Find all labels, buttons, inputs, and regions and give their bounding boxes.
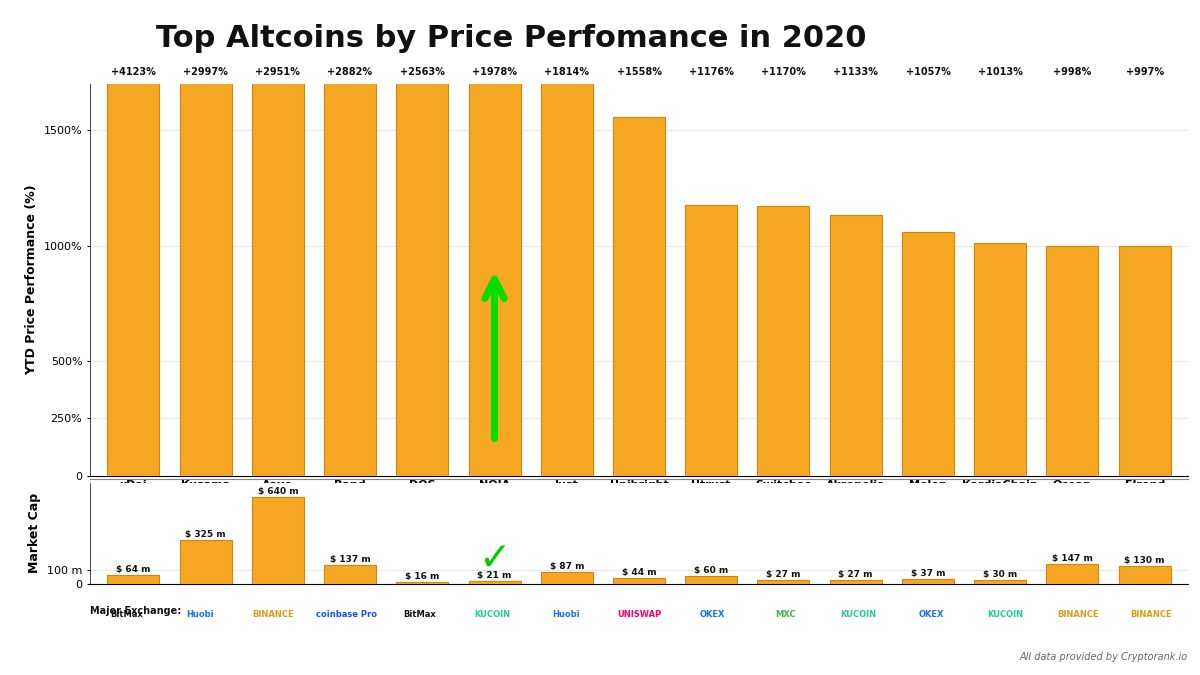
Bar [468,20,521,476]
Text: $ 30 m: $ 30 m [983,570,1018,578]
Bar [180,540,232,584]
Bar [902,579,954,584]
Text: $ 325 m: $ 325 m [185,530,226,539]
Text: BitMax: BitMax [110,610,143,619]
Bar [180,0,232,476]
Text: +4123%: +4123% [110,68,156,78]
Text: +1978%: +1978% [472,68,517,78]
Bar [468,581,521,584]
Text: $ 137 m: $ 137 m [330,556,371,564]
Bar [613,117,665,476]
Text: BitMax: BitMax [403,610,436,619]
Text: UNISWAP: UNISWAP [617,610,661,619]
Text: +997%: +997% [1126,68,1164,78]
Text: KUCOIN: KUCOIN [840,610,877,619]
Bar [541,572,593,584]
Text: OKEX: OKEX [919,610,944,619]
Text: $ 640 m: $ 640 m [258,487,298,496]
Text: BINANCE: BINANCE [1130,610,1172,619]
Bar [1046,246,1098,476]
Text: $ 21 m: $ 21 m [478,571,511,580]
Bar [829,580,882,584]
Bar [541,58,593,476]
Text: $ 60 m: $ 60 m [694,566,728,574]
Bar [613,578,665,584]
Bar [107,0,160,476]
Bar [324,0,376,476]
Text: KUCOIN: KUCOIN [986,610,1024,619]
Bar [829,215,882,476]
Text: All data provided by Cryptorank.io: All data provided by Cryptorank.io [1020,651,1188,662]
Text: $ 27 m: $ 27 m [767,570,800,579]
Text: $ 44 m: $ 44 m [622,568,656,577]
Bar [685,205,737,476]
Text: +1176%: +1176% [689,68,733,78]
Text: +1013%: +1013% [978,68,1022,78]
Text: +1057%: +1057% [906,68,950,78]
Bar [1118,566,1171,584]
Text: $ 87 m: $ 87 m [550,562,584,571]
Text: +1170%: +1170% [761,68,806,78]
Text: $ 147 m: $ 147 m [1052,554,1093,563]
Text: $ 37 m: $ 37 m [911,569,946,578]
Bar [757,207,810,476]
Text: ✓: ✓ [479,540,511,578]
Bar [252,497,304,584]
Bar [974,242,1026,476]
Text: +2882%: +2882% [328,68,373,78]
Text: $ 64 m: $ 64 m [116,565,150,574]
Text: OKEX: OKEX [700,610,725,619]
Bar [685,576,737,584]
Bar [1046,564,1098,584]
Text: Huobi: Huobi [186,610,214,619]
Bar [396,582,449,584]
Text: BINANCE: BINANCE [252,610,294,619]
Text: coinbase Pro: coinbase Pro [316,610,377,619]
Text: +1558%: +1558% [617,68,661,78]
Text: +2563%: +2563% [400,68,445,78]
Text: +2997%: +2997% [184,68,228,78]
Text: G. CRYPTO: G. CRYPTO [1067,29,1183,49]
Y-axis label: Market Cap: Market Cap [29,493,42,573]
Text: +998%: +998% [1054,68,1092,78]
Text: KUCOIN: KUCOIN [474,610,511,619]
Bar [1118,246,1171,476]
Bar [757,580,810,584]
Bar [974,580,1026,584]
Text: Huobi: Huobi [552,610,580,619]
Text: BINANCE: BINANCE [1057,610,1099,619]
Text: +2951%: +2951% [256,68,300,78]
Text: Top Altcoins by Price Perfomance in 2020: Top Altcoins by Price Perfomance in 2020 [156,24,866,53]
Y-axis label: YTD Price Performance (%): YTD Price Performance (%) [25,185,38,375]
Text: MXC: MXC [775,610,796,619]
Bar [396,0,449,476]
Bar [324,566,376,584]
Bar [107,575,160,584]
Text: +1133%: +1133% [833,68,878,78]
Text: Major Exchange:: Major Exchange: [90,606,181,616]
Text: $ 16 m: $ 16 m [406,572,439,580]
Bar [902,232,954,476]
Text: Analytics: Analytics [5,27,133,51]
Bar [252,0,304,476]
Text: +1814%: +1814% [545,68,589,78]
Text: $ 130 m: $ 130 m [1124,556,1165,565]
Text: $ 27 m: $ 27 m [839,570,872,579]
